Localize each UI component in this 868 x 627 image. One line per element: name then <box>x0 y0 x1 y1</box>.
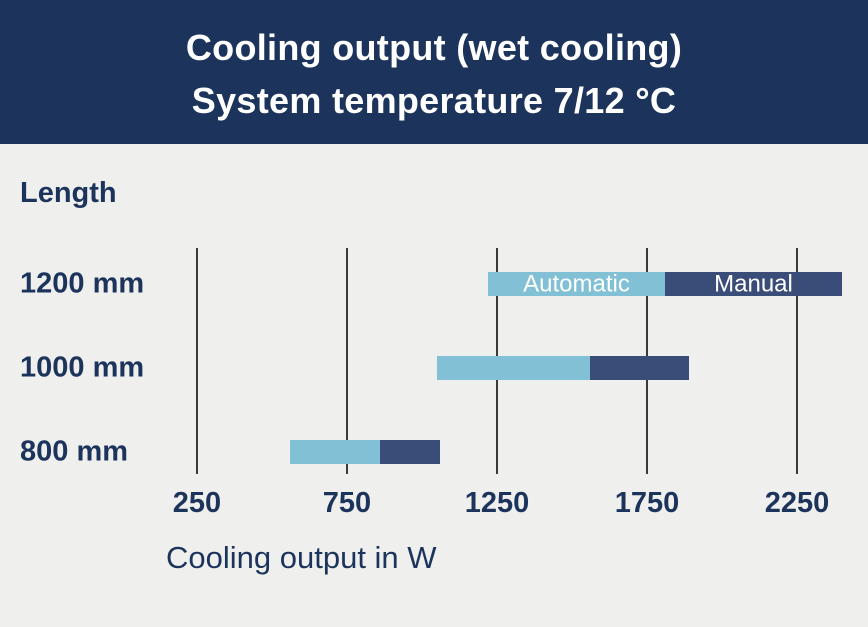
category-label: 1000 mm <box>20 352 144 384</box>
bar-manual-1 <box>590 356 689 380</box>
x-tick-label: 2250 <box>765 487 830 519</box>
bar-automatic-2 <box>290 440 380 464</box>
bar-automatic-0 <box>488 272 665 296</box>
bar-label-automatic: Automatic <box>523 270 630 297</box>
bar-segment-labels: Automatic Manual <box>523 270 793 297</box>
chart-title-line-1: Cooling output (wet cooling) <box>185 27 683 68</box>
x-tick-label: 750 <box>323 487 371 519</box>
bar-manual-0 <box>665 272 842 296</box>
bar-automatic-1 <box>437 356 590 380</box>
category-labels: 1200 mm 1000 mm 800 mm <box>20 268 144 468</box>
bar-label-manual: Manual <box>714 270 793 297</box>
category-label: 800 mm <box>20 436 128 468</box>
bar-manual-2 <box>380 440 440 464</box>
x-tick-labels: 250 750 1250 1750 2250 <box>173 487 829 519</box>
x-tick-label: 1750 <box>615 487 680 519</box>
y-axis-title: Length <box>20 177 117 209</box>
bars <box>290 272 842 464</box>
x-tick-label: 250 <box>173 487 221 519</box>
x-tick-label: 1250 <box>465 487 530 519</box>
chart-title-line-2: System temperature 7/12 °C <box>191 80 677 121</box>
title-banner: Cooling output (wet cooling) System temp… <box>0 0 868 144</box>
x-axis-title: Cooling output in W <box>166 540 437 575</box>
category-label: 1200 mm <box>20 268 144 300</box>
